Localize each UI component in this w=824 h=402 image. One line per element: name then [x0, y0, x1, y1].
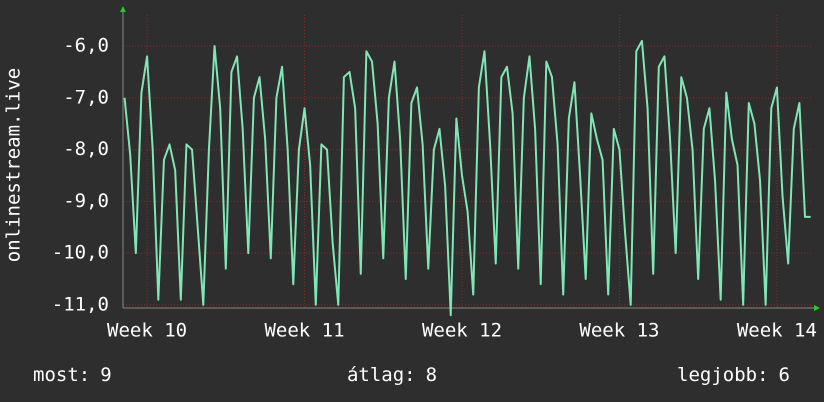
stat: átlag: 8 [347, 364, 437, 386]
x-tick-label: Week 13 [579, 320, 659, 342]
stat-label: legjobb: [677, 364, 769, 386]
y-tick-label: -11,0 [52, 293, 109, 315]
stat: legjobb: 6 [677, 364, 790, 386]
y-tick-label: -10,0 [52, 242, 109, 264]
axis-arrow [120, 6, 126, 12]
stat-label: most: [33, 364, 90, 386]
y-tick-label: -9,0 [63, 190, 109, 212]
y-tick-label: -7,0 [63, 86, 109, 108]
stat-value: 8 [426, 364, 437, 386]
axis-arrow [814, 305, 820, 311]
stat: most: 9 [33, 364, 112, 386]
stat-value: 9 [100, 364, 111, 386]
y-tick-label: -6,0 [63, 35, 109, 57]
stat-label: átlag: [347, 364, 416, 386]
y-tick-label: -8,0 [63, 138, 109, 160]
x-tick-label: Week 11 [264, 320, 344, 342]
x-tick-label: Week 10 [107, 320, 187, 342]
x-tick-label: Week 12 [422, 320, 502, 342]
y-axis-label: onlinestream.live [3, 68, 25, 262]
data-line [123, 39, 811, 317]
stat-value: 6 [779, 364, 790, 386]
x-tick-label: Week 14 [737, 320, 817, 342]
